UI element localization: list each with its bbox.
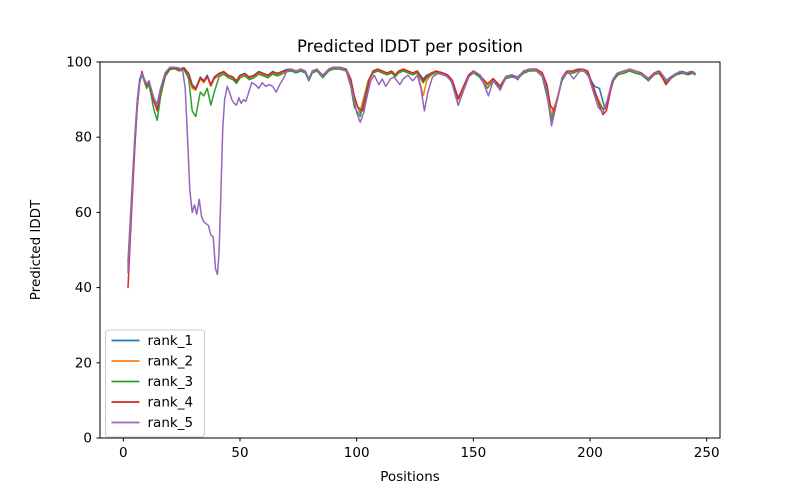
legend-label-rank_5: rank_5 xyxy=(148,415,194,431)
chart-title: Predicted lDDT per position xyxy=(297,37,523,56)
legend-label-rank_4: rank_4 xyxy=(148,395,194,411)
x-axis-label: Positions xyxy=(380,469,440,485)
y-tick-label: 40 xyxy=(75,280,92,296)
x-tick-label: 100 xyxy=(344,445,370,461)
series-lines xyxy=(127,66,696,289)
y-tick-label: 20 xyxy=(75,355,92,371)
y-axis-label: Predicted lDDT xyxy=(28,199,44,300)
series-line-rank_5 xyxy=(127,66,696,276)
legend-label-rank_2: rank_2 xyxy=(148,354,194,370)
x-tick-label: 0 xyxy=(119,445,128,461)
legend: rank_1 rank_2 rank_3 rank_4 rank_5 xyxy=(105,329,205,438)
y-axis-ticks: 0 20 40 60 80 100 xyxy=(66,55,100,447)
axes-frame xyxy=(99,61,721,439)
x-tick-label: 150 xyxy=(460,445,486,461)
x-tick-label: 50 xyxy=(231,445,248,461)
legend-box xyxy=(105,329,205,438)
x-axis-ticks: 0 50 100 150 200 250 xyxy=(119,438,720,461)
y-tick-label: 100 xyxy=(66,55,92,71)
x-tick-label: 200 xyxy=(577,445,603,461)
x-tick-label: 250 xyxy=(694,445,720,461)
y-tick-label: 60 xyxy=(75,205,92,221)
legend-label-rank_3: rank_3 xyxy=(148,374,194,390)
y-tick-label: 80 xyxy=(75,130,92,146)
y-tick-label: 0 xyxy=(83,431,92,447)
legend-label-rank_1: rank_1 xyxy=(148,333,194,349)
series-line-rank_4 xyxy=(127,66,696,289)
